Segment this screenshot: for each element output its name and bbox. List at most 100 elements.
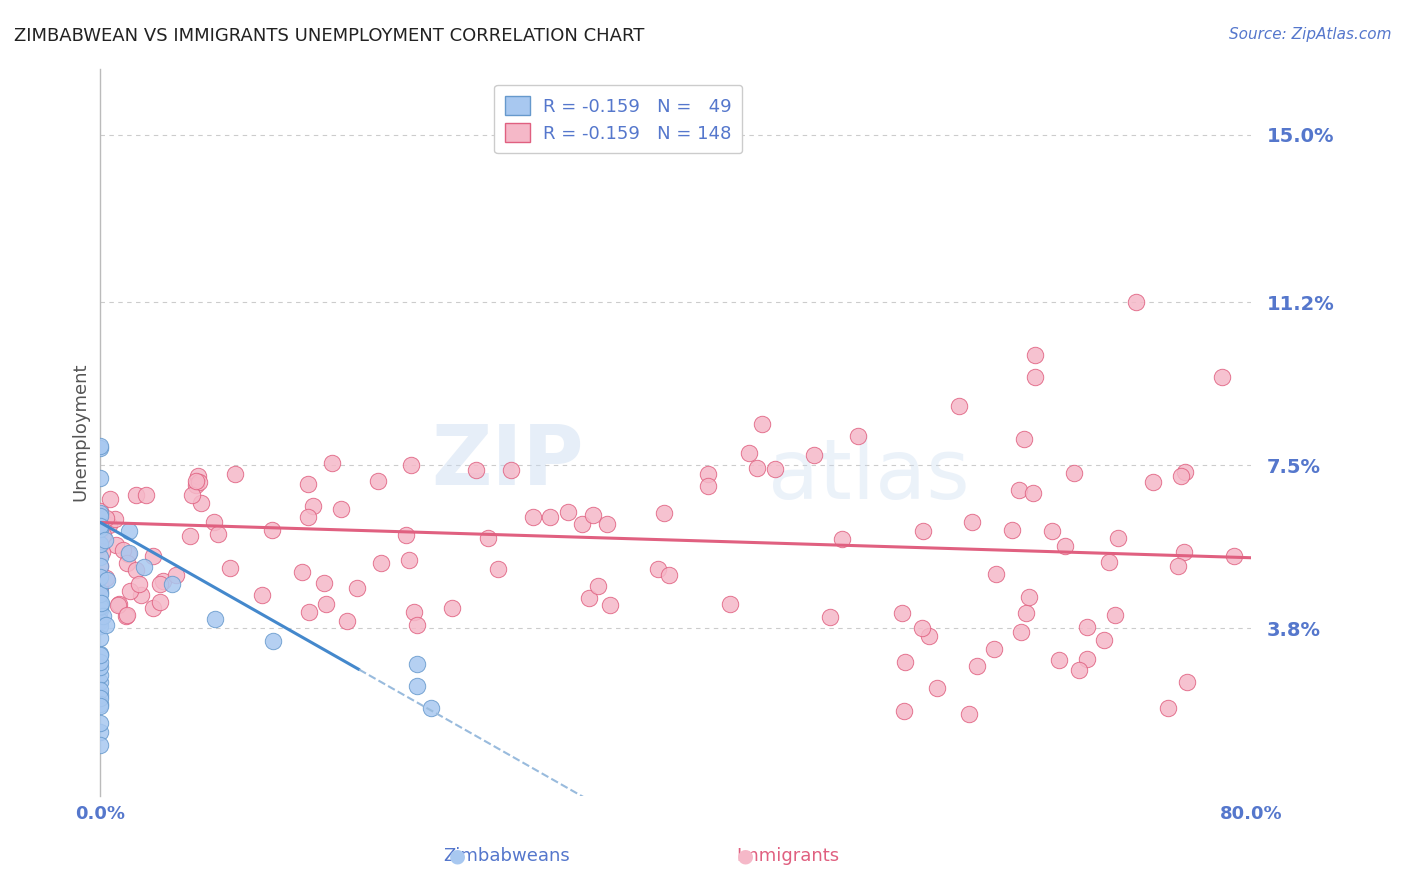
Point <box>181 488 204 502</box>
Point <box>90 596 112 610</box>
Point <box>184 474 207 488</box>
Point <box>149 577 172 591</box>
Point <box>179 529 201 543</box>
Point <box>89 537 111 551</box>
Point <box>89 697 111 711</box>
Point <box>89 577 111 591</box>
Point <box>91 528 114 542</box>
Point <box>89 688 111 702</box>
Point <box>129 588 152 602</box>
Point <box>297 477 319 491</box>
Point <box>111 543 134 558</box>
Point <box>405 679 427 693</box>
Point <box>135 488 157 502</box>
Point <box>1063 466 1085 480</box>
Point <box>202 515 225 529</box>
Point <box>1097 555 1119 569</box>
Point <box>89 715 111 730</box>
Point <box>486 561 509 575</box>
Point <box>89 647 111 661</box>
Point <box>124 488 146 502</box>
Point <box>1104 607 1126 622</box>
Point <box>751 417 773 431</box>
Point <box>370 557 392 571</box>
Point <box>765 462 787 476</box>
Point <box>960 515 983 529</box>
Point <box>89 596 111 610</box>
Point <box>1107 532 1129 546</box>
Point <box>312 575 335 590</box>
Point <box>394 528 416 542</box>
Point <box>1170 469 1192 483</box>
Point <box>89 507 111 521</box>
Point <box>89 683 111 698</box>
Point <box>1015 606 1038 620</box>
Point <box>1222 549 1244 564</box>
Point <box>128 577 150 591</box>
Point <box>89 674 111 689</box>
Point <box>89 506 111 520</box>
Point <box>747 461 769 475</box>
Point <box>115 609 138 624</box>
Point <box>250 588 273 602</box>
Point <box>405 657 427 671</box>
Point <box>893 704 915 718</box>
Point <box>957 706 980 721</box>
Point <box>89 518 111 533</box>
Point <box>89 691 111 706</box>
Point <box>1047 653 1070 667</box>
Y-axis label: Unemployment: Unemployment <box>72 363 89 501</box>
Point <box>224 467 246 481</box>
Point <box>1053 539 1076 553</box>
Text: ●: ● <box>737 847 754 866</box>
Point <box>402 605 425 619</box>
Text: Source: ZipAtlas.com: Source: ZipAtlas.com <box>1229 27 1392 42</box>
Text: Immigrants: Immigrants <box>735 847 839 865</box>
Point <box>654 507 676 521</box>
Point <box>190 496 212 510</box>
Point <box>522 509 544 524</box>
Point <box>184 478 207 492</box>
Legend: R = -0.159   N =   49, R = -0.159   N = 148: R = -0.159 N = 49, R = -0.159 N = 148 <box>494 85 742 153</box>
Point <box>117 547 139 561</box>
Point <box>1175 675 1198 690</box>
Point <box>162 577 184 591</box>
Point <box>501 462 523 476</box>
Point <box>571 517 593 532</box>
Point <box>647 562 669 576</box>
Point <box>420 700 443 714</box>
Point <box>1008 483 1031 497</box>
Point <box>89 524 111 539</box>
Point <box>89 570 111 584</box>
Point <box>398 553 420 567</box>
Point <box>831 532 853 546</box>
Point <box>165 567 187 582</box>
Point <box>89 615 111 629</box>
Point <box>124 563 146 577</box>
Point <box>188 475 211 489</box>
Point <box>89 471 111 485</box>
Point <box>89 603 111 617</box>
Point <box>94 571 117 585</box>
Point <box>738 446 761 460</box>
Point <box>1142 475 1164 489</box>
Point <box>582 508 605 522</box>
Text: ZIMBABWEAN VS IMMIGRANTS UNEMPLOYMENT CORRELATION CHART: ZIMBABWEAN VS IMMIGRANTS UNEMPLOYMENT CO… <box>14 27 644 45</box>
Point <box>578 591 600 605</box>
Point <box>118 546 141 560</box>
Point <box>298 605 321 619</box>
Point <box>1040 524 1063 539</box>
Point <box>89 599 111 614</box>
Point <box>105 538 128 552</box>
Point <box>1024 348 1046 362</box>
Point <box>89 619 111 633</box>
Point <box>1012 432 1035 446</box>
Point <box>367 474 389 488</box>
Point <box>89 648 111 663</box>
Point <box>1173 544 1195 558</box>
Point <box>89 738 111 752</box>
Point <box>818 610 841 624</box>
Text: ●: ● <box>449 847 465 866</box>
Point <box>948 399 970 413</box>
Point <box>1024 370 1046 384</box>
